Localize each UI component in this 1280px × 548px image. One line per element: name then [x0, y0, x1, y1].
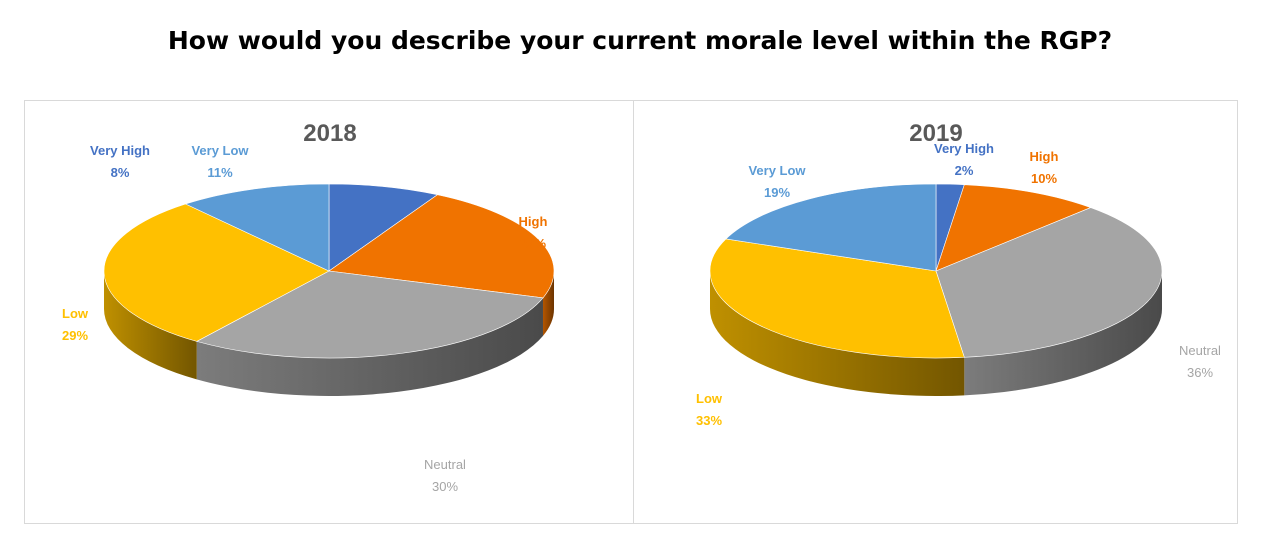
pie-slice-low: [709, 238, 965, 359]
chart-panel-2019: 2019 Very High 2% High 10% Neutral 36% Low 33% V…: [633, 100, 1238, 524]
pie-chart-2018: 2018 Very High 8% High 22% Neutral 30% Low 29% V…: [62, 120, 555, 494]
label-low-name: Low: [696, 391, 723, 406]
chart-panel-2018: 2018 Very High 8% High 22% Neutral 30% Low 29% V…: [24, 100, 634, 524]
label-low-value: 33%: [696, 413, 722, 428]
label-very-high-value: 8%: [111, 165, 130, 180]
pie-slice-neutral: [935, 207, 1163, 358]
label-low-value: 29%: [62, 328, 88, 343]
pie-side-low: [710, 271, 965, 396]
label-very-low-value: 19%: [764, 185, 790, 200]
pie-slice-high: [328, 194, 555, 299]
label-high-value: 22%: [520, 236, 546, 251]
label-high-name: High: [519, 214, 548, 229]
pie-slice-high: [935, 184, 1092, 272]
pie-slice-very-high: [328, 183, 439, 272]
label-neutral-value: 36%: [1187, 365, 1213, 380]
label-very-high-value: 2%: [955, 163, 974, 178]
label-low-name: Low: [62, 306, 89, 321]
label-high-value: 10%: [1031, 171, 1057, 186]
pie-slice-very-low: [725, 183, 937, 272]
label-neutral-name: Neutral: [1179, 343, 1221, 358]
label-very-low-name: Very Low: [748, 163, 806, 178]
chart-title-2019: 2019: [909, 120, 962, 147]
pie-chart-2019: 2019 Very High 2% High 10% Neutral 36% Low 33% V…: [696, 120, 1221, 428]
pie-side-neutral: [196, 297, 543, 396]
pie-side-low: [104, 271, 197, 380]
pie-side-neutral: [964, 271, 1162, 396]
pie-side-high: [542, 271, 554, 336]
main-title: How would you describe your current mora…: [167, 26, 1113, 55]
chart-title-2018: 2018: [303, 120, 356, 147]
label-high-name: High: [1030, 149, 1059, 164]
label-very-low-value: 11%: [207, 165, 233, 180]
pie-slice-very-low: [184, 183, 330, 272]
label-very-low-name: Very Low: [191, 143, 249, 158]
pie-slice-neutral: [195, 270, 544, 359]
label-neutral-name: Neutral: [424, 457, 466, 472]
label-very-high-name: Very High: [90, 143, 150, 158]
pie-slice-low: [103, 203, 330, 342]
label-neutral-value: 30%: [432, 479, 458, 494]
label-very-high-name: Very High: [934, 141, 994, 156]
